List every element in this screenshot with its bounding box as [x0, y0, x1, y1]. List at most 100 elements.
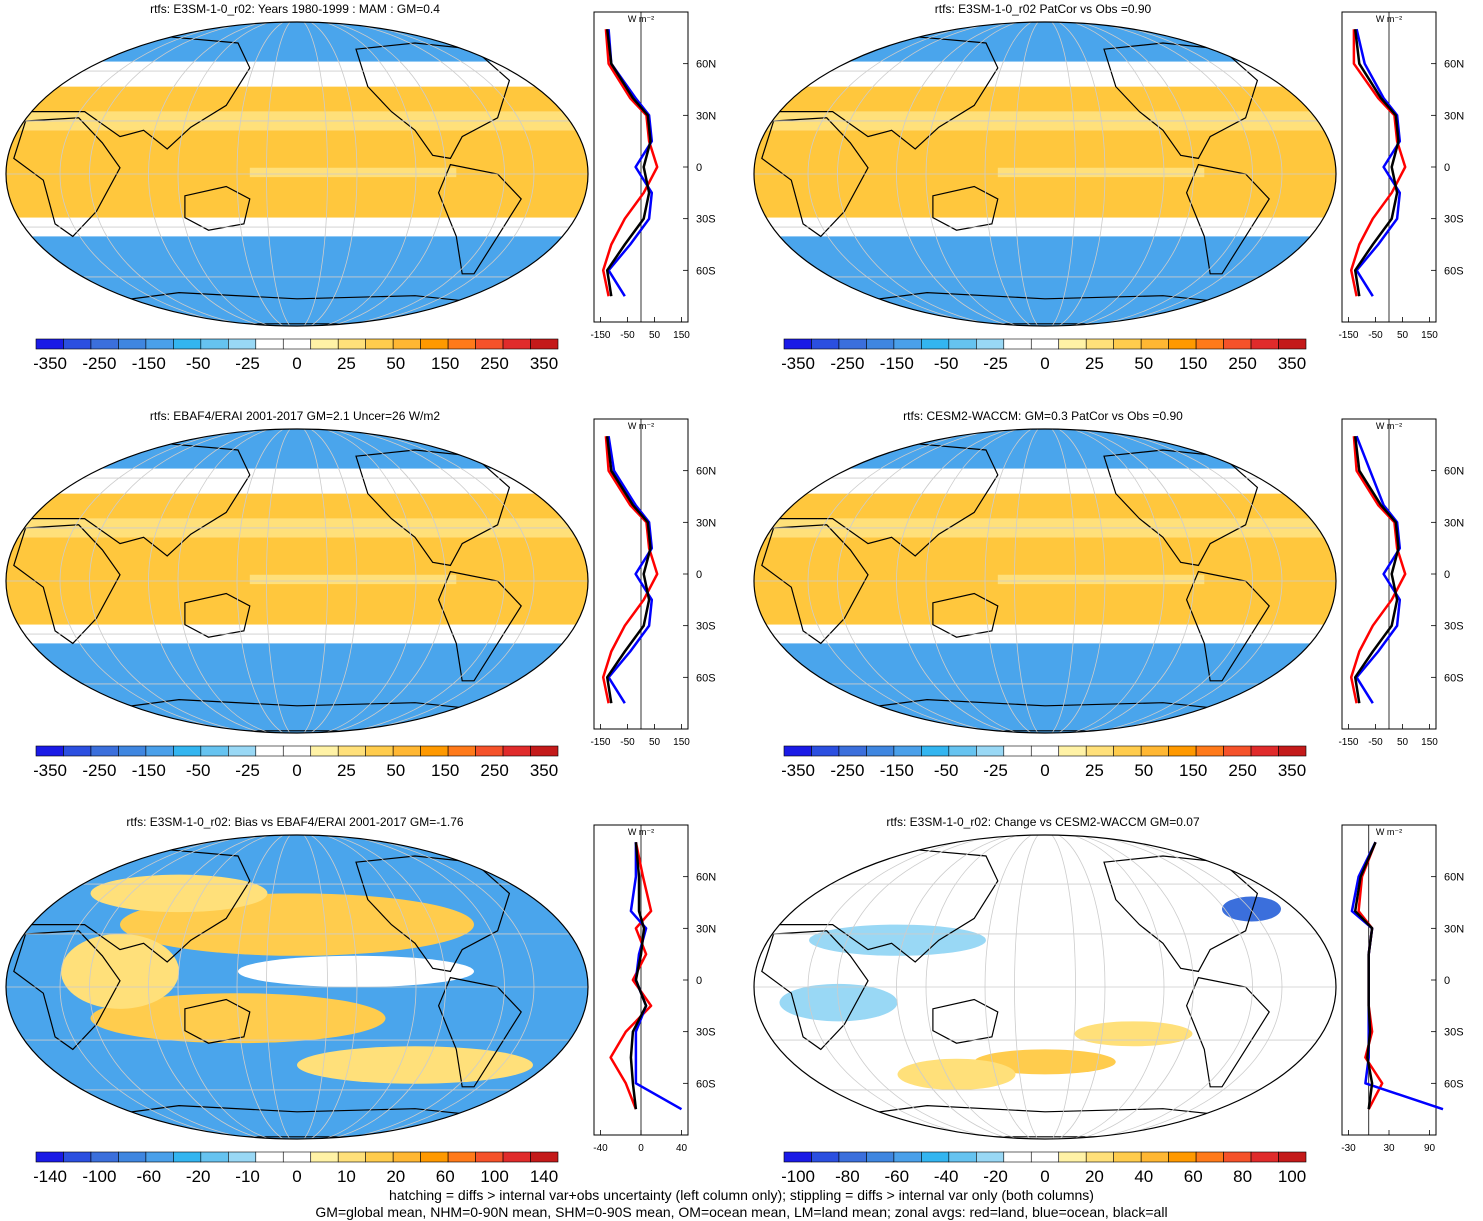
- equatorial-band: [249, 574, 457, 585]
- zonal-lat-label: 30N: [696, 517, 716, 529]
- colorbar-swatch: [783, 745, 812, 757]
- anomaly-region: [297, 1046, 533, 1084]
- coastline-africa: [761, 524, 869, 645]
- zonal-lat-label: 0: [1444, 569, 1450, 581]
- colorbar-swatch: [475, 1151, 504, 1163]
- coastline-south-america: [437, 976, 522, 1088]
- colorbar-swatch: [1250, 745, 1279, 757]
- longitude-gridline: [837, 429, 1253, 733]
- anomaly-region: [1222, 896, 1281, 922]
- colorbar-tick-label: 100: [480, 1167, 508, 1185]
- colorbar-swatch: [1223, 1151, 1252, 1163]
- zonal-frame: [1341, 824, 1437, 1136]
- longitude-gridline: [266, 835, 328, 1139]
- colorbar-tick-label: 350: [1278, 354, 1306, 372]
- zonal-line-land: [609, 841, 653, 1110]
- longitude-gridline: [1014, 429, 1076, 733]
- panel-2: rtfs: E3SM-1-0_r02 PatCor vs Obs =0.90 -3…: [748, 0, 1483, 400]
- zonal-line-all: [629, 842, 648, 1110]
- colorbar-swatch: [866, 1151, 895, 1163]
- colorbar-swatch: [1140, 1151, 1169, 1163]
- colorbar-swatch: [447, 1151, 476, 1163]
- colorbar-swatch: [310, 1151, 339, 1163]
- longitude-gridline: [266, 22, 328, 326]
- zonal-lat-label: 60N: [696, 466, 716, 478]
- zonal-lat-label: 60N: [696, 59, 716, 71]
- colorbar-swatch: [255, 745, 284, 757]
- colorbar-tick-label: -50: [934, 354, 959, 372]
- map-plot: [753, 21, 1337, 327]
- map-plot: [5, 428, 589, 734]
- longitude-gridline: [984, 835, 1106, 1139]
- longitude-gridline: [59, 835, 535, 1139]
- colorbar-swatch: [447, 338, 476, 350]
- colorbar-swatch: [173, 1151, 202, 1163]
- zone-band: [754, 61, 1336, 87]
- colorbar-swatch: [893, 338, 922, 350]
- coastline-south-america: [1185, 570, 1270, 682]
- longitude-gridline: [236, 835, 358, 1139]
- colorbar-tick-label: 25: [1085, 354, 1104, 372]
- colorbar-swatch: [866, 338, 895, 350]
- colorbar-swatch: [530, 338, 559, 350]
- zonal-lat-label: 30N: [1444, 517, 1464, 529]
- zonal-line-all: [605, 29, 652, 297]
- map-border: [753, 428, 1337, 734]
- colorbar-tick-label: -20: [186, 1167, 211, 1185]
- map-title: rtfs: EBAF4/ERAI 2001-2017 GM=2.1 Uncer=…: [149, 409, 441, 423]
- zonal-lat-label: 30N: [696, 110, 716, 122]
- colorbar-tick-label: 20: [386, 1167, 405, 1185]
- colorbar-tick-label: -50: [186, 761, 211, 779]
- map-border: [753, 834, 1337, 1140]
- zonal-x-tick-label: 150: [1421, 330, 1438, 341]
- colorbar: -350 -250 -150 -50 -25 0 25 50 150 250 350: [34, 745, 559, 779]
- colorbar-swatch: [1278, 1151, 1307, 1163]
- colorbar-tick-label: 0: [292, 1167, 301, 1185]
- colorbar-tick-label: -100: [82, 1167, 116, 1185]
- colorbar: -350 -250 -150 -50 -25 0 25 50 150 250 350: [782, 338, 1307, 372]
- map-title: rtfs: CESM2-WACCM: GM=0.3 PatCor vs Obs …: [903, 409, 1183, 423]
- zonal-lat-label: 0: [1444, 162, 1450, 174]
- anomaly-region: [809, 924, 986, 956]
- colorbar-tick-label: 150: [431, 761, 459, 779]
- colorbar-swatch: [1250, 338, 1279, 350]
- colorbar-swatch: [1085, 1151, 1114, 1163]
- colorbar-tick-label: -350: [782, 761, 815, 779]
- map-plot: [5, 834, 589, 1140]
- zonal-unit-label: W m⁻²: [1376, 827, 1402, 837]
- colorbar-swatch: [976, 1151, 1005, 1163]
- colorbar-tick-label: -250: [82, 761, 116, 779]
- coastline-south-america: [437, 163, 522, 275]
- colorbar-tick-label: 25: [337, 354, 356, 372]
- colorbar-tick-label: -20: [983, 1167, 1008, 1185]
- colorbar-tick-label: 250: [1228, 761, 1256, 779]
- longitude-gridline: [148, 835, 446, 1139]
- panel-1: rtfs: E3SM-1-0_r02: Years 1980-1999 : MA…: [0, 0, 735, 400]
- coastline-south-america: [437, 570, 522, 682]
- colorbar-swatch: [1113, 1151, 1142, 1163]
- zonal-lat-label: 30N: [696, 923, 716, 935]
- colorbar-swatch: [35, 1151, 64, 1163]
- longitude-gridline: [837, 835, 1253, 1139]
- colorbar-swatch: [90, 338, 119, 350]
- colorbar-swatch: [63, 745, 92, 757]
- colorbar-tick-label: -150: [132, 354, 166, 372]
- colorbar-tick-label: 150: [431, 354, 459, 372]
- colorbar-swatch: [1250, 1151, 1279, 1163]
- coastline-australia: [932, 592, 999, 638]
- coastline-australia: [184, 998, 251, 1044]
- colorbar-tick-label: -350: [34, 354, 67, 372]
- footer-line-2: GM=global mean, NHM=0-90N mean, SHM=0-90…: [315, 1204, 1168, 1220]
- colorbar-tick-label: 150: [1179, 761, 1207, 779]
- colorbar-tick-label: 250: [480, 761, 508, 779]
- colorbar-swatch: [145, 1151, 174, 1163]
- longitude-gridline: [837, 22, 1253, 326]
- colorbar-swatch: [1058, 1151, 1087, 1163]
- colorbar-swatch: [1085, 338, 1114, 350]
- colorbar-swatch: [1278, 745, 1307, 757]
- anomaly-region: [1074, 1021, 1193, 1047]
- colorbar-swatch: [200, 745, 229, 757]
- zone-band: [6, 468, 588, 494]
